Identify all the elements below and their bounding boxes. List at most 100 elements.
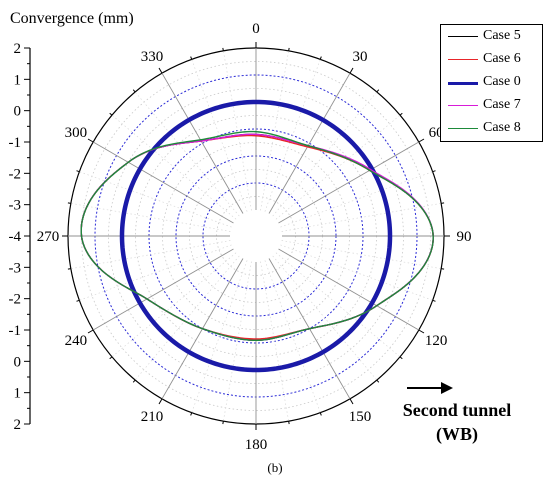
- angular-tick-label: 30: [353, 49, 368, 65]
- polar-minor-spoke: [264, 59, 321, 212]
- series-line-case-0: [119, 99, 393, 373]
- radial-tick-label: -3: [9, 198, 22, 214]
- angular-tick-mark: [441, 202, 445, 204]
- radial-tick-label: -1: [9, 135, 22, 151]
- legend-label: Case 5: [483, 28, 521, 43]
- radial-tick-label: -4: [9, 229, 22, 245]
- angular-tick-mark: [399, 356, 403, 360]
- angular-tick-mark: [67, 202, 71, 204]
- legend-item: Case 8: [441, 117, 542, 140]
- angular-tick-mark: [418, 329, 425, 334]
- polar-major-spoke: [92, 141, 234, 224]
- angular-tick-mark: [190, 56, 193, 60]
- radial-axis-title: Convergence (mm): [10, 10, 134, 27]
- polar-minor-spoke: [272, 255, 378, 381]
- angular-tick-label: 330: [141, 49, 164, 65]
- angular-tick-mark: [288, 421, 290, 425]
- angular-tick-mark: [109, 112, 113, 116]
- angular-tick-label: 300: [65, 125, 88, 141]
- polar-minor-spoke: [79, 244, 232, 301]
- angular-tick-mark: [222, 47, 224, 51]
- angular-tick-mark: [222, 421, 224, 425]
- polar-major-spoke: [161, 72, 244, 214]
- polar-major-spoke: [278, 248, 420, 331]
- angular-tick-mark: [132, 89, 136, 93]
- legend-label: Case 8: [483, 120, 521, 135]
- polar-minor-spoke: [280, 244, 433, 301]
- radial-tick-label: 1: [14, 72, 22, 88]
- angular-tick-mark: [349, 398, 354, 405]
- panel-label: (b): [267, 460, 283, 475]
- legend-label: Case 0: [483, 74, 521, 89]
- direction-arrow-icon: [407, 382, 453, 394]
- radial-tick-label: 0: [14, 104, 22, 120]
- polar-minor-spoke: [272, 91, 378, 217]
- angular-tick-mark: [399, 112, 403, 116]
- angular-tick-mark: [158, 398, 163, 405]
- polar-minor-spoke: [260, 50, 289, 211]
- angular-tick-mark: [418, 138, 425, 143]
- angular-tick-mark: [76, 170, 80, 173]
- polar-minor-spoke: [191, 260, 248, 413]
- radial-tick-label: -2: [9, 166, 22, 182]
- angular-tick-mark: [319, 412, 322, 416]
- angular-tick-label: 210: [141, 409, 164, 425]
- polar-minor-spoke: [260, 261, 289, 422]
- angular-tick-mark: [376, 89, 380, 93]
- legend-swatch: [448, 82, 478, 85]
- polar-minor-spoke: [70, 203, 231, 232]
- angular-tick-mark: [349, 67, 354, 74]
- polar-minor-spoke: [280, 171, 433, 228]
- direction-line-1: Second tunnel: [402, 400, 512, 420]
- angular-tick-mark: [319, 56, 322, 60]
- legend-item: Case 0: [441, 71, 542, 94]
- angular-tick-mark: [432, 299, 436, 302]
- angular-tick-mark: [109, 356, 113, 360]
- polar-minor-spoke: [281, 240, 442, 269]
- polar-minor-spoke: [275, 252, 401, 358]
- radial-tick-label: 2: [14, 417, 22, 433]
- angular-tick-mark: [87, 329, 94, 334]
- polar-minor-spoke: [223, 50, 252, 211]
- polar-minor-spoke: [70, 240, 231, 269]
- angular-tick-mark: [441, 268, 445, 270]
- polar-minor-spoke: [281, 203, 442, 232]
- angular-tick-mark: [432, 170, 436, 173]
- legend: Case 5 Case 6 Case 0 Case 7 Case 8: [440, 24, 543, 142]
- angular-tick-label: 60: [429, 125, 444, 141]
- polar-minor-spoke: [134, 255, 240, 381]
- legend-swatch: [448, 59, 478, 60]
- angular-tick-mark: [288, 47, 290, 51]
- legend-swatch: [448, 128, 478, 129]
- legend-item: Case 5: [441, 25, 542, 48]
- polar-minor-spoke: [79, 171, 232, 228]
- angular-tick-label: 150: [349, 409, 372, 425]
- radial-tick-label: -1: [9, 323, 22, 339]
- angular-tick-label: 240: [65, 333, 88, 349]
- legend-swatch: [448, 105, 478, 106]
- angular-tick-label: 90: [457, 229, 472, 245]
- direction-annotation: Second tunnel (WB): [392, 398, 522, 446]
- angular-tick-mark: [158, 67, 163, 74]
- angular-tick-mark: [376, 379, 380, 383]
- direction-line-2: (WB): [436, 424, 478, 444]
- angular-tick-label: 0: [252, 21, 260, 37]
- polar-minor-spoke: [111, 114, 237, 220]
- angular-tick-label: 270: [37, 229, 60, 245]
- legend-item: Case 6: [441, 48, 542, 71]
- polar-minor-spoke: [275, 114, 401, 220]
- polar-minor-spoke: [134, 91, 240, 217]
- angular-tick-mark: [87, 138, 94, 143]
- polar-minor-spoke: [264, 260, 321, 413]
- polar-major-spoke: [268, 72, 351, 214]
- radial-tick-label: 0: [14, 354, 22, 370]
- angular-tick-mark: [190, 412, 193, 416]
- angular-tick-mark: [67, 268, 71, 270]
- radial-tick-label: 1: [14, 386, 22, 402]
- angular-tick-label: 180: [245, 437, 268, 453]
- legend-swatch: [448, 36, 478, 37]
- angular-tick-mark: [76, 299, 80, 302]
- legend-label: Case 7: [483, 97, 521, 112]
